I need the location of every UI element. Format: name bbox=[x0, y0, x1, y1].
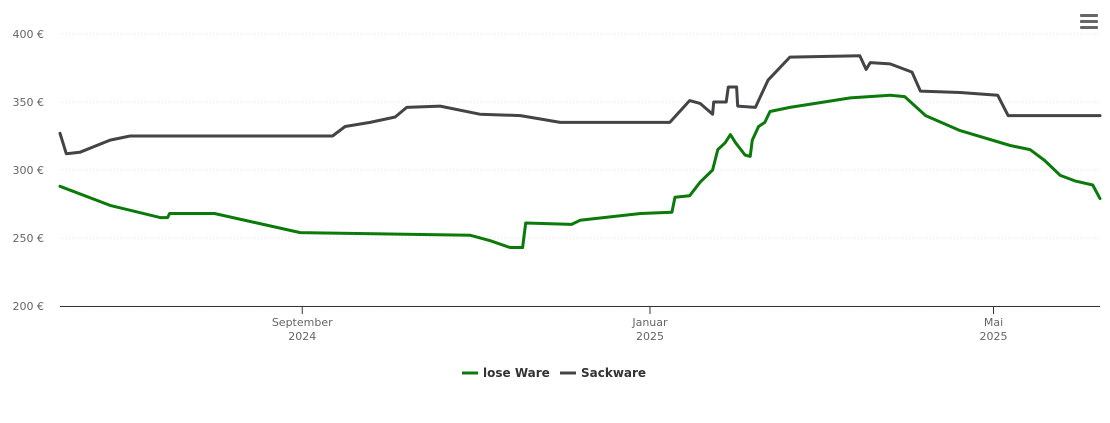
x-tick-label: Januar 2025 bbox=[631, 316, 668, 343]
legend-item[interactable]: lose Ware bbox=[462, 366, 550, 380]
menu-icon[interactable] bbox=[1080, 14, 1098, 29]
y-tick-label: 200 € bbox=[13, 300, 45, 313]
y-tick-label: 350 € bbox=[13, 96, 45, 109]
legend-label: lose Ware bbox=[483, 366, 550, 380]
y-tick-label: 400 € bbox=[13, 28, 45, 41]
legend-item[interactable]: Sackware bbox=[560, 366, 646, 380]
x-tick-label: Mai 2025 bbox=[979, 316, 1007, 343]
y-tick-label: 300 € bbox=[13, 164, 45, 177]
x-tick-label: September 2024 bbox=[272, 316, 333, 343]
menu-bar bbox=[1080, 26, 1098, 29]
line bbox=[58, 54, 1102, 156]
line bbox=[58, 93, 1102, 249]
y-tick-label: 250 € bbox=[13, 232, 45, 245]
menu-bar bbox=[1080, 14, 1098, 17]
menu-bar bbox=[1080, 20, 1098, 23]
legend-label: Sackware bbox=[581, 366, 646, 380]
